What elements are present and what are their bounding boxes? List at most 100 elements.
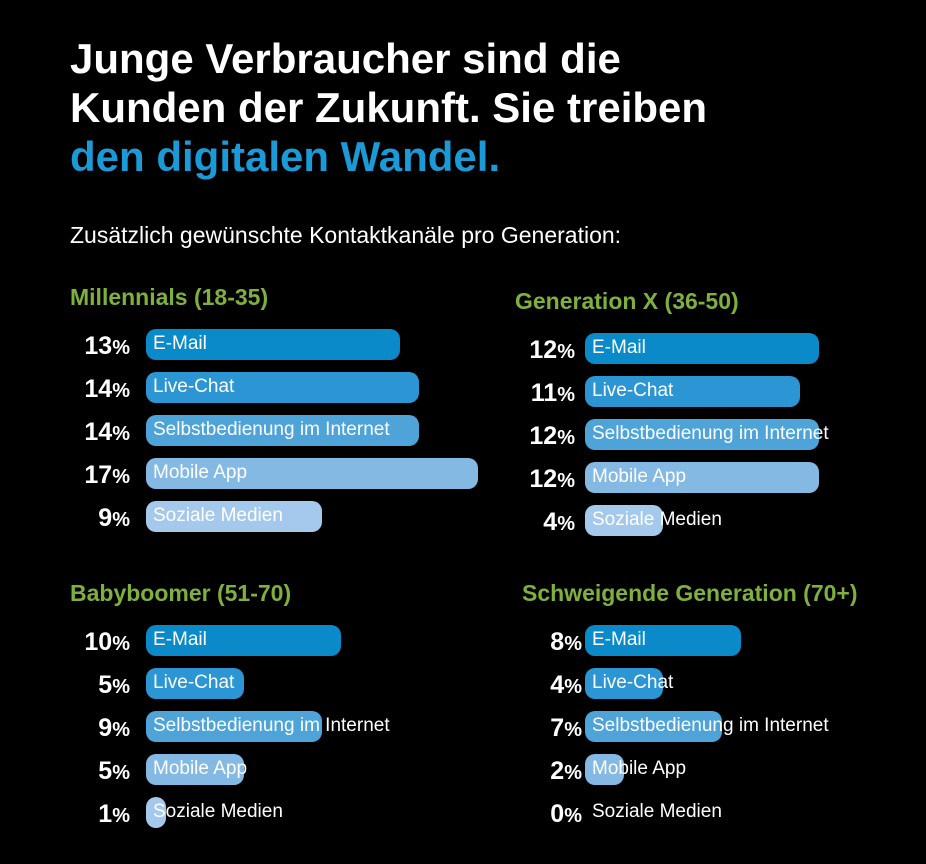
- category-label: Soziale Medien: [153, 801, 283, 822]
- value-label: 9%: [98, 710, 130, 742]
- bar: [146, 501, 322, 532]
- category-label: E-Mail: [153, 333, 207, 354]
- category-label: Live-Chat: [592, 672, 674, 693]
- category-label: Soziale Medien: [592, 509, 722, 530]
- bar-rows: 13% E-Mail 14% Live-Chat 14% Selbstbedienung …: [70, 328, 500, 568]
- value-number: 2: [550, 757, 565, 785]
- value-label: 10%: [84, 624, 130, 656]
- bar-rows: 12% E-Mail 11% Live-Chat 12% Selbstbedienung …: [515, 332, 926, 572]
- value-unit: %: [564, 719, 582, 741]
- bar: [146, 372, 419, 403]
- value-label: 7%: [550, 710, 582, 742]
- value-number: 12: [529, 422, 558, 450]
- bar-row: 10% E-Mail: [70, 624, 490, 656]
- value-number: 5: [98, 757, 113, 785]
- value-number: 4: [543, 508, 558, 536]
- value-label: 9%: [98, 500, 130, 532]
- bar: [585, 376, 800, 407]
- category-label: Live-Chat: [153, 672, 235, 693]
- bar: [146, 415, 419, 446]
- value-unit: %: [112, 719, 130, 741]
- value-unit: %: [112, 633, 130, 655]
- bar: [146, 797, 166, 828]
- value-number: 14: [84, 418, 113, 446]
- bar-row: 4% Live-Chat: [522, 667, 926, 699]
- bar-row: 5% Mobile App: [70, 753, 490, 785]
- value-number: 5: [98, 671, 113, 699]
- bar: [146, 754, 244, 785]
- value-number: 1: [98, 800, 113, 828]
- chart-title: Millennials (18-35): [70, 284, 269, 310]
- value-number: 14: [84, 375, 113, 403]
- value-label: 5%: [98, 667, 130, 699]
- bar-row: 12% E-Mail: [515, 332, 926, 364]
- bar: [585, 462, 819, 493]
- value-label: 4%: [543, 504, 575, 536]
- bar-row: 5% Live-Chat: [70, 667, 490, 699]
- value-unit: %: [564, 633, 582, 655]
- value-label: 17%: [84, 457, 130, 489]
- value-unit: %: [564, 676, 582, 698]
- bar: [585, 505, 663, 536]
- bar-rows: 10% E-Mail 5% Live-Chat 9% Selbstbedienung im…: [70, 624, 500, 864]
- title-line-1: Junge Verbraucher sind die: [70, 35, 621, 82]
- bar-row: 17% Mobile App: [70, 457, 490, 489]
- category-label: Mobile App: [153, 758, 248, 779]
- value-unit: %: [112, 509, 130, 531]
- value-label: 12%: [529, 461, 575, 493]
- value-unit: %: [557, 513, 575, 535]
- category-label: Mobile App: [153, 462, 248, 483]
- category-label: E-Mail: [153, 629, 207, 650]
- category-label: Soziale Medien: [592, 801, 722, 822]
- value-number: 7: [550, 714, 565, 742]
- value-label: 14%: [84, 414, 130, 446]
- chart-title: Babyboomer (51-70): [70, 580, 292, 606]
- value-unit: %: [112, 337, 130, 359]
- chart-babyboomer: Babyboomer (51-70) 10% E-Mail 5% Live-Chat 9…: [70, 578, 500, 848]
- bar-row: 13% E-Mail: [70, 328, 490, 360]
- value-unit: %: [112, 423, 130, 445]
- chart-schweigende-generation: Schweigende Generation (70+) 8% E-Mail 4% L…: [522, 578, 926, 848]
- bar: [146, 625, 341, 656]
- value-number: 12: [529, 465, 558, 493]
- category-label: Live-Chat: [592, 380, 674, 401]
- value-number: 0: [550, 800, 565, 828]
- value-unit: %: [557, 470, 575, 492]
- bar-row: 11% Live-Chat: [515, 375, 926, 407]
- value-number: 10: [84, 628, 113, 656]
- value-unit: %: [557, 427, 575, 449]
- bar-row: 12% Mobile App: [515, 461, 926, 493]
- value-unit: %: [564, 805, 582, 827]
- bar-row: 14% Selbstbedienung im Internet: [70, 414, 490, 446]
- bar-row: 4% Soziale Medien: [515, 504, 926, 536]
- bar: [585, 419, 819, 450]
- chart-title: Generation X (36-50): [515, 288, 739, 314]
- value-unit: %: [112, 762, 130, 784]
- chart-title: Schweigende Generation (70+): [522, 580, 858, 606]
- value-label: 1%: [98, 796, 130, 828]
- bar-row: 12% Selbstbedienung im Internet: [515, 418, 926, 450]
- category-label: Mobile App: [592, 758, 687, 779]
- chart-millennials: Millennials (18-35) 13% E-Mail 14% Live-Cha…: [70, 282, 500, 552]
- title-line-2: Kunden der Zukunft. Sie treiben: [70, 84, 708, 131]
- value-number: 11: [530, 379, 558, 407]
- category-label: E-Mail: [592, 629, 646, 650]
- value-unit: %: [557, 384, 575, 406]
- value-label: 12%: [529, 332, 575, 364]
- value-number: 9: [98, 504, 113, 532]
- category-label: Live-Chat: [153, 376, 235, 397]
- bar-row: 14% Live-Chat: [70, 371, 490, 403]
- bar: [585, 711, 722, 742]
- category-label: E-Mail: [592, 337, 646, 358]
- bar-row: 1% Soziale Medien: [70, 796, 490, 828]
- bar-row: 7% Selbstbedienung im Internet: [522, 710, 926, 742]
- value-label: 12%: [529, 418, 575, 450]
- value-number: 17: [84, 461, 113, 489]
- bar: [585, 625, 741, 656]
- bar: [585, 333, 819, 364]
- bar-rows: 8% E-Mail 4% Live-Chat 7% Selbstbedienung im …: [522, 624, 926, 864]
- bar: [146, 458, 478, 489]
- bar: [146, 711, 322, 742]
- value-label: 4%: [550, 667, 582, 699]
- value-unit: %: [564, 762, 582, 784]
